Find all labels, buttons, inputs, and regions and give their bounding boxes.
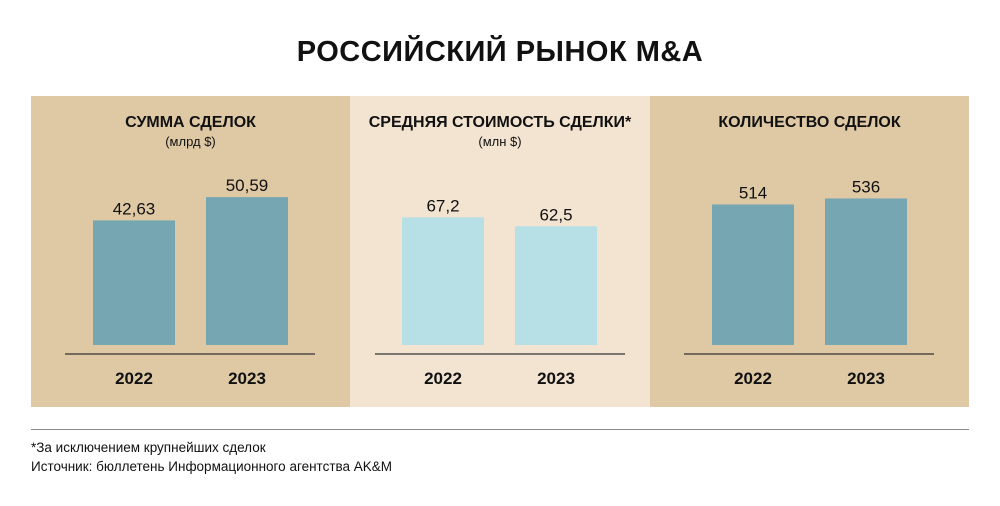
- bar-value-label: 536: [852, 177, 880, 196]
- category-label: 2023: [847, 369, 885, 388]
- chart-deal-count: 514 2022 536 2023: [684, 177, 934, 388]
- source-text: Источник: бюллетень Информационного аген…: [31, 459, 393, 474]
- panel-title: КОЛИЧЕСТВО СДЕЛОК: [718, 114, 901, 131]
- bar-value-label: 514: [739, 183, 767, 202]
- panel-title: СРЕДНЯЯ СТОИМОСТЬ СДЕЛКИ*: [368, 114, 632, 131]
- chart-avg-deal-value: 67,2 2022 62,5 2023: [375, 196, 625, 388]
- category-label: 2023: [228, 369, 266, 388]
- page-title: РОССИЙСКИЙ РЫНОК M&A: [296, 36, 704, 68]
- category-label: 2022: [734, 369, 772, 388]
- bar-2022: [93, 220, 175, 345]
- bar-value-label: 62,5: [539, 205, 572, 224]
- bar-value-label: 42,63: [113, 199, 156, 218]
- footer-divider: [31, 429, 969, 430]
- footnote-text: *За исключением крупнейших сделок: [31, 440, 266, 455]
- panel-deal-count: КОЛИЧЕСТВО СДЕЛОК 514 2022 536 2023: [650, 96, 969, 407]
- bar-2022: [402, 217, 484, 345]
- category-label: 2023: [537, 369, 575, 388]
- panel-subtitle: (млрд $): [165, 134, 216, 149]
- bar-2022: [712, 204, 794, 345]
- category-label: 2022: [424, 369, 462, 388]
- bar-value-label: 67,2: [426, 196, 459, 215]
- panel-title: СУММА СДЕЛОК: [125, 114, 256, 131]
- bar-value-label: 50,59: [226, 176, 269, 195]
- bar-2023: [515, 226, 597, 345]
- panel-avg-deal-value: СРЕДНЯЯ СТОИМОСТЬ СДЕЛКИ* (млн $) 67,2 20…: [350, 96, 650, 407]
- chart-deal-sum: 42,63 2022 50,59 2023: [65, 176, 315, 388]
- panel-subtitle: (млн $): [478, 134, 522, 149]
- category-label: 2022: [115, 369, 153, 388]
- panel-deal-sum: СУММА СДЕЛОК (млрд $) 42,63 2022 50,59 2023: [31, 96, 350, 407]
- bar-2023: [825, 198, 907, 345]
- bar-2023: [206, 197, 288, 345]
